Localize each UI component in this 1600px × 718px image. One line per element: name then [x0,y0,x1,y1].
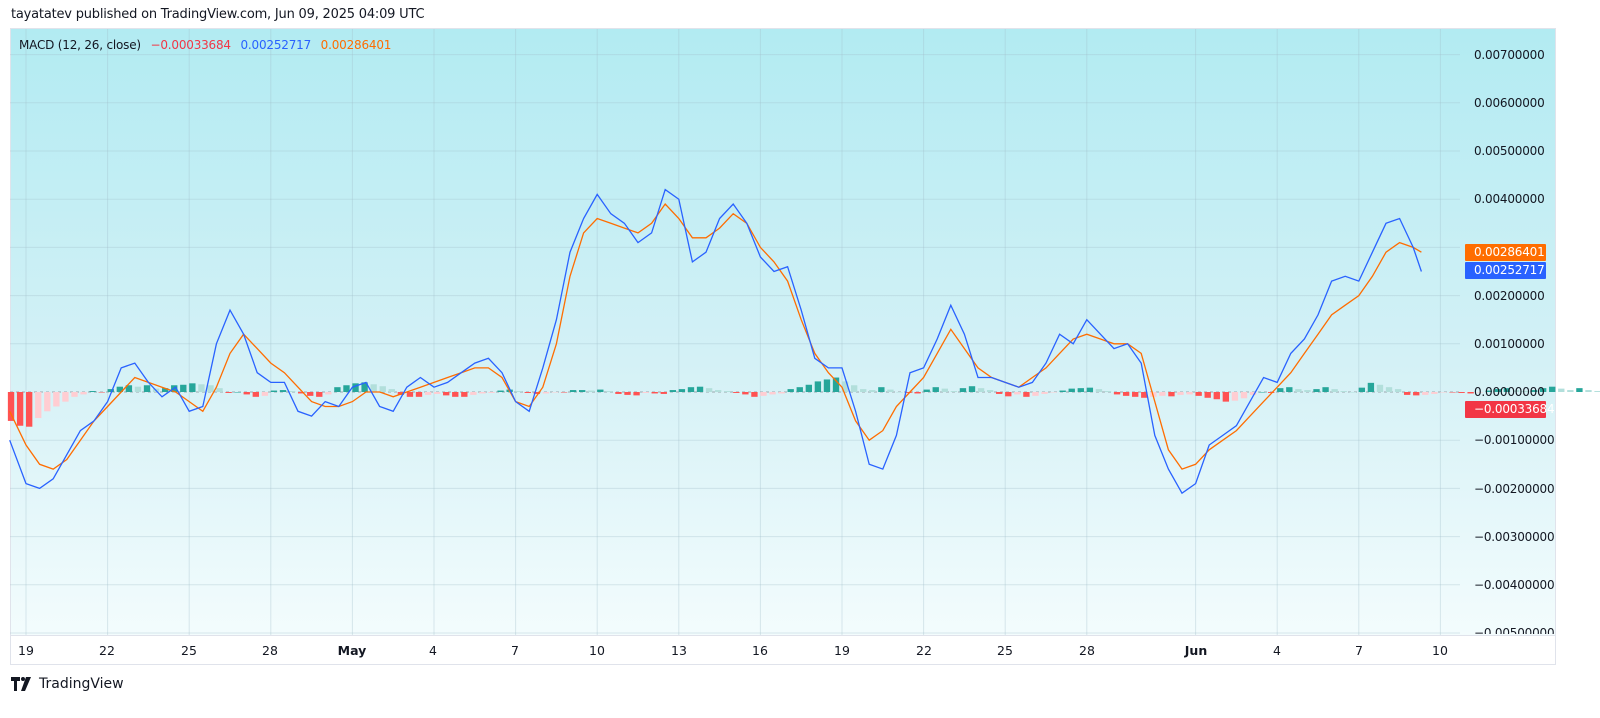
y-label: 0.00700000 [1474,48,1545,62]
x-label: 28 [262,643,278,658]
y-label: −0.00300000 [1474,530,1555,544]
legend-signal-value: 0.00286401 [320,38,392,52]
x-label: 19 [834,643,850,658]
indicator-legend[interactable]: MACD (12, 26, close) −0.00033684 0.00252… [19,38,397,52]
tradingview-logo-icon [11,677,31,691]
publish-info: tayatatev published on TradingView.com, … [11,7,425,22]
x-label: 10 [589,643,605,658]
indicator-title: MACD (12, 26, close) [19,38,141,52]
x-label: 22 [916,643,932,658]
x-label: 7 [511,643,519,658]
y-label: 0.00500000 [1474,144,1545,158]
price-axis[interactable] [1460,29,1555,635]
histogram-price-tag: −0.00033684 [1465,401,1555,418]
signal-line [9,202,1422,470]
x-label: 4 [429,643,437,658]
x-label: 10 [1432,643,1448,658]
signal-price-tag: 0.00286401 [1465,244,1546,261]
grid-lines [10,29,1460,635]
y-label: 0.00100000 [1474,337,1545,351]
x-label-month: Jun [1184,643,1208,658]
y-label: −0.00500000 [1474,626,1555,634]
x-label-month: May [337,643,367,658]
time-axis[interactable] [10,635,1556,666]
y-label: 0.00200000 [1474,289,1545,303]
y-label: 0.00600000 [1474,96,1545,110]
x-label: 4 [1273,643,1281,658]
plot-area[interactable] [10,29,1460,635]
legend-macd-value: 0.00252717 [240,38,312,52]
y-label: 0.00000000 [1474,385,1545,399]
x-label: 22 [99,643,115,658]
y-label: −0.00200000 [1474,482,1555,496]
x-label: 13 [671,643,687,658]
tradingview-logo[interactable]: TradingView [11,676,124,692]
histogram-bars [7,377,1600,427]
x-label: 7 [1355,643,1363,658]
x-label: 25 [181,643,197,658]
legend-histogram-value: −0.00033684 [150,38,231,52]
chart-frame [10,28,1556,665]
x-label: 16 [752,643,768,658]
x-label: 28 [1079,643,1095,658]
brand-name: TradingView [39,676,124,692]
macd-line [9,188,1423,495]
y-label: −0.00100000 [1474,433,1555,447]
y-label: 0.00400000 [1474,192,1545,206]
y-label: −0.00400000 [1474,578,1555,592]
x-label: 19 [18,643,34,658]
x-label: 25 [997,643,1013,658]
macd-price-tag: 0.00252717 [1465,262,1546,279]
